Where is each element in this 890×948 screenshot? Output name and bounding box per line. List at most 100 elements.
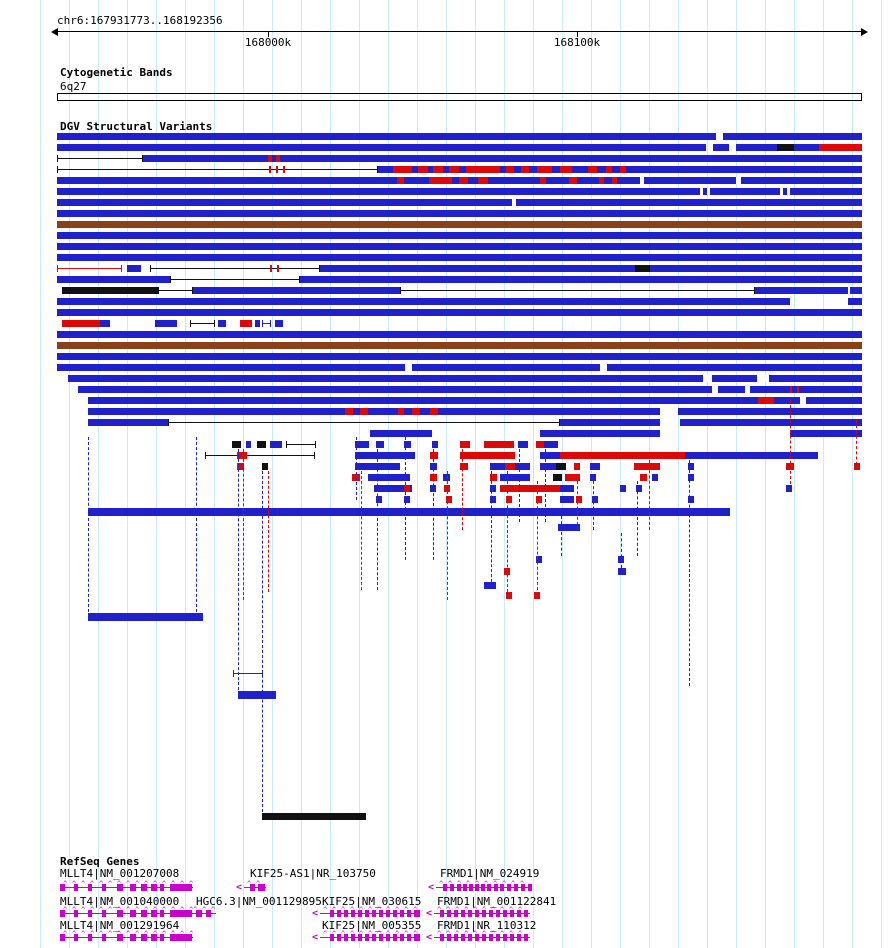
gene-exon[interactable] bbox=[170, 884, 192, 891]
variant-bar[interactable] bbox=[850, 287, 862, 294]
variant-bar[interactable] bbox=[560, 485, 574, 492]
gene-exon[interactable] bbox=[130, 910, 136, 917]
variant-bar[interactable] bbox=[703, 375, 712, 382]
variant-bar[interactable] bbox=[536, 496, 542, 503]
gene-exon[interactable] bbox=[475, 884, 479, 891]
variant-bar[interactable] bbox=[257, 441, 266, 448]
variant-bar[interactable] bbox=[599, 177, 604, 184]
gene-exon[interactable] bbox=[468, 910, 472, 917]
variant-bar[interactable] bbox=[62, 320, 100, 327]
variant-bar[interactable] bbox=[777, 144, 794, 151]
gene-exon[interactable] bbox=[447, 910, 451, 917]
variant-bar[interactable] bbox=[100, 320, 110, 327]
gene-exon[interactable] bbox=[494, 884, 498, 891]
variant-bar[interactable] bbox=[618, 568, 626, 575]
variant-bar[interactable] bbox=[745, 386, 750, 393]
gene-exon[interactable] bbox=[365, 910, 369, 917]
variant-bar[interactable] bbox=[786, 485, 792, 492]
gene-exon[interactable] bbox=[461, 934, 465, 941]
gene-exon[interactable] bbox=[517, 934, 521, 941]
variant-span[interactable] bbox=[158, 287, 193, 294]
variant-bar[interactable] bbox=[376, 496, 382, 503]
gene-intron-line[interactable] bbox=[60, 937, 193, 938]
gene-exon[interactable] bbox=[524, 910, 528, 917]
variant-bar[interactable] bbox=[370, 430, 432, 437]
gene-exon[interactable] bbox=[258, 884, 265, 891]
variant-bar[interactable] bbox=[534, 592, 540, 599]
variant-bar[interactable] bbox=[590, 463, 600, 470]
variant-bar[interactable] bbox=[404, 496, 410, 503]
variant-bar[interactable] bbox=[57, 331, 862, 338]
variant-bar[interactable] bbox=[755, 287, 848, 294]
variant-bar[interactable] bbox=[270, 441, 282, 448]
gene-intron-line[interactable] bbox=[60, 887, 193, 888]
variant-bar[interactable] bbox=[218, 320, 226, 327]
gene-exon[interactable] bbox=[60, 934, 65, 941]
variant-bar[interactable] bbox=[688, 463, 694, 470]
variant-bar[interactable] bbox=[640, 177, 644, 184]
variant-bar[interactable] bbox=[540, 177, 546, 184]
variant-span[interactable] bbox=[57, 155, 143, 162]
variant-bar[interactable] bbox=[57, 199, 862, 206]
variant-bar[interactable] bbox=[404, 485, 410, 492]
gene-exon[interactable] bbox=[407, 934, 411, 941]
variant-span[interactable] bbox=[286, 441, 316, 448]
gene-exon[interactable] bbox=[503, 910, 507, 917]
variant-bar[interactable] bbox=[600, 364, 607, 371]
gene-exon[interactable] bbox=[440, 910, 444, 917]
variant-bar[interactable] bbox=[262, 813, 366, 820]
variant-bar[interactable] bbox=[544, 441, 558, 448]
gene-exon[interactable] bbox=[170, 934, 192, 941]
gene-intron-line[interactable] bbox=[190, 913, 216, 914]
variant-bar[interactable] bbox=[57, 144, 706, 151]
variant-bar[interactable] bbox=[484, 582, 496, 589]
variant-bar[interactable] bbox=[521, 166, 529, 173]
gene-exon[interactable] bbox=[102, 910, 106, 917]
variant-bar[interactable] bbox=[460, 441, 470, 448]
gene-exon[interactable] bbox=[141, 884, 147, 891]
gene-exon[interactable] bbox=[151, 934, 157, 941]
gene-exon[interactable] bbox=[482, 910, 486, 917]
variant-bar[interactable] bbox=[506, 592, 512, 599]
gene-exon[interactable] bbox=[386, 910, 390, 917]
variant-bar[interactable] bbox=[536, 556, 542, 563]
variant-bar[interactable] bbox=[418, 166, 428, 173]
gene-exon[interactable] bbox=[372, 934, 376, 941]
variant-bar[interactable] bbox=[246, 441, 251, 448]
gene-exon[interactable] bbox=[510, 934, 514, 941]
variant-bar[interactable] bbox=[800, 397, 806, 404]
variant-bar[interactable] bbox=[685, 452, 818, 459]
variant-bar[interactable] bbox=[540, 463, 556, 470]
gene-exon[interactable] bbox=[510, 910, 514, 917]
gene-exon[interactable] bbox=[521, 884, 525, 891]
variant-span[interactable] bbox=[150, 265, 320, 272]
gene-exon[interactable] bbox=[365, 934, 369, 941]
variant-bar[interactable] bbox=[78, 386, 862, 393]
variant-bar[interactable] bbox=[57, 232, 862, 239]
variant-bar[interactable] bbox=[736, 144, 777, 151]
gene-exon[interactable] bbox=[141, 934, 147, 941]
variant-bar[interactable] bbox=[635, 265, 650, 272]
variant-bar[interactable] bbox=[848, 298, 862, 305]
gene-exon[interactable] bbox=[206, 910, 211, 917]
variant-bar[interactable] bbox=[143, 155, 268, 162]
variant-bar[interactable] bbox=[592, 496, 598, 503]
variant-bar[interactable] bbox=[300, 276, 862, 283]
variant-bar[interactable] bbox=[652, 474, 658, 481]
variant-bar[interactable] bbox=[660, 408, 678, 415]
variant-bar[interactable] bbox=[275, 320, 283, 327]
gene-exon[interactable] bbox=[60, 910, 65, 917]
gene-exon[interactable] bbox=[475, 910, 479, 917]
variant-bar[interactable] bbox=[405, 364, 412, 371]
variant-bar[interactable] bbox=[276, 155, 280, 162]
variant-bar[interactable] bbox=[57, 210, 862, 217]
gene-exon[interactable] bbox=[463, 884, 467, 891]
variant-bar[interactable] bbox=[490, 485, 496, 492]
variant-bar[interactable] bbox=[460, 463, 468, 470]
variant-bar[interactable] bbox=[88, 408, 862, 415]
variant-span[interactable] bbox=[205, 452, 315, 459]
variant-bar[interactable] bbox=[57, 364, 862, 371]
variant-bar[interactable] bbox=[707, 188, 710, 195]
variant-bar[interactable] bbox=[88, 397, 862, 404]
gene-exon[interactable] bbox=[141, 910, 147, 917]
